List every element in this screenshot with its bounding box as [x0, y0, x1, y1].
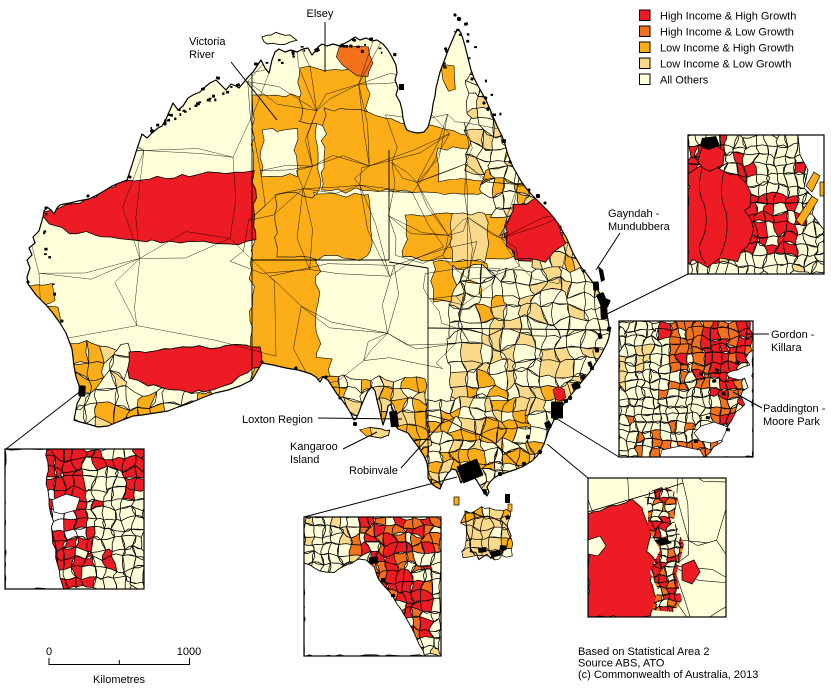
svg-text:Based on Statistical Area 2: Based on Statistical Area 2 [578, 646, 709, 658]
svg-text:Paddington -: Paddington - [763, 403, 826, 415]
svg-text:0: 0 [46, 646, 52, 658]
svg-text:Low Income & Low Growth: Low Income & Low Growth [660, 59, 791, 71]
svg-text:Elsey: Elsey [307, 8, 334, 20]
svg-text:Island: Island [290, 454, 319, 466]
svg-text:Kilometres: Kilometres [93, 674, 145, 686]
svg-text:Killara: Killara [771, 342, 802, 354]
svg-text:All Others: All Others [660, 75, 709, 87]
svg-text:Gordon -: Gordon - [771, 329, 815, 341]
svg-text:River: River [189, 49, 215, 61]
svg-text:Mundubbera: Mundubbera [608, 221, 671, 233]
svg-text:1000: 1000 [177, 646, 201, 658]
svg-text:(c) Commonwealth of Australia,: (c) Commonwealth of Australia, 2013 [578, 669, 758, 681]
svg-text:Moore Park: Moore Park [763, 416, 820, 428]
svg-text:Victoria: Victoria [189, 36, 226, 48]
svg-text:Robinvale: Robinvale [349, 465, 398, 477]
svg-text:Low Income & High Growth: Low Income & High Growth [660, 43, 794, 55]
svg-text:High Income & High Growth: High Income & High Growth [660, 11, 796, 23]
svg-text:Loxton Region: Loxton Region [242, 414, 313, 426]
svg-text:Kangaroo: Kangaroo [290, 441, 338, 453]
svg-text:High Income & Low Growth: High Income & Low Growth [660, 27, 794, 39]
svg-text:Gayndah -: Gayndah - [608, 208, 660, 220]
svg-text:Source ABS, ATO: Source ABS, ATO [578, 658, 665, 670]
